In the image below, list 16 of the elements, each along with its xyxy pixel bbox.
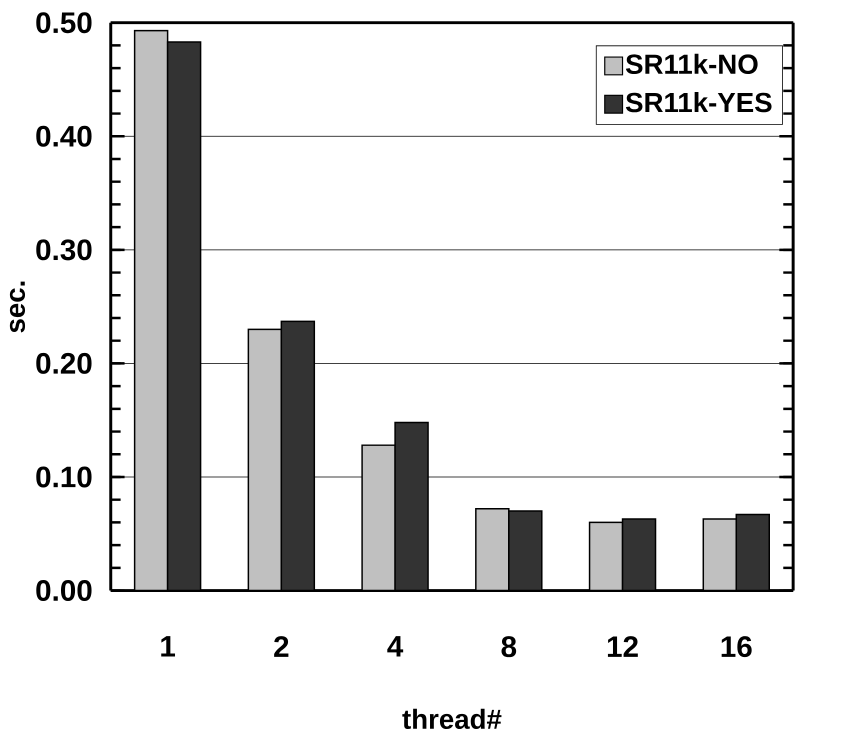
- x-tick-label: 2: [274, 636, 288, 657]
- y-tick-label: 0.00: [36, 580, 92, 602]
- y-axis-title: sec.: [10, 282, 26, 333]
- y-tick-label: 0.10: [36, 466, 92, 488]
- x-tick-label: 4: [387, 636, 404, 657]
- y-tick-label: 0.40: [36, 126, 92, 147]
- legend-label: SR11k-YES: [626, 92, 772, 112]
- legend-label: SR11k-NO: [626, 54, 758, 74]
- x-tick-label: 1: [161, 636, 176, 657]
- x-tick-label: 16: [722, 636, 752, 658]
- x-tick-label: 8: [502, 636, 516, 658]
- x-tick-label: 12: [608, 636, 638, 657]
- y-tick-label: 0.50: [36, 12, 92, 34]
- x-axis-title: thread#: [402, 708, 502, 730]
- y-tick-label: 0.20: [36, 352, 92, 374]
- y-tick-label: 0.30: [36, 239, 92, 260]
